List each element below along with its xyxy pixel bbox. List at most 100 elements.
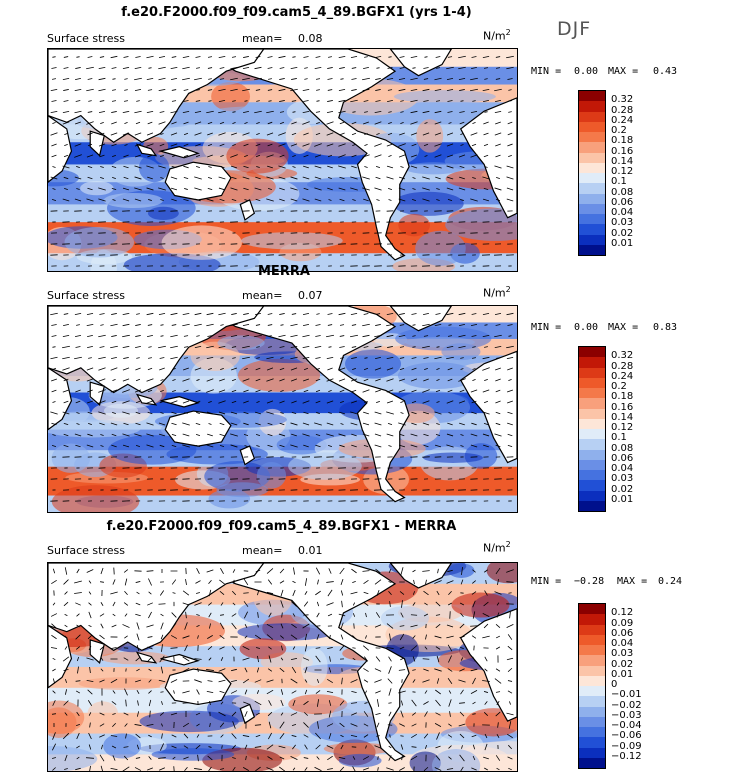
panel-1-min-label: MIN = [531, 66, 562, 77]
panel-2-max-value: 0.83 [653, 322, 678, 333]
colorbar-tick-label: −0.12 [611, 750, 642, 762]
panel-1-mean-label: mean= [242, 32, 283, 45]
panel-2-colorbar [578, 346, 606, 512]
colorbar-tick-label: 0.32 [611, 94, 634, 106]
colorbar-tick-label: 0.01 [611, 668, 634, 680]
colorbar-tick-label: 0.06 [611, 196, 634, 208]
panel-1-title: f.e20.F2000.f09_f09.cam5_4_89.BGFX1 (yrs… [121, 5, 472, 20]
colorbar-tick-label: 0.12 [611, 422, 634, 433]
colorbar-swatch [579, 142, 605, 153]
panel-2-title: MERRA [258, 264, 310, 279]
colorbar-swatch [579, 244, 605, 255]
colorbar-swatch [579, 91, 605, 102]
colorbar-swatch [579, 655, 605, 666]
map-field [48, 49, 517, 271]
panel-1-max-value: 0.43 [653, 66, 678, 77]
colorbar-swatch [579, 706, 605, 717]
colorbar-swatch [579, 152, 605, 163]
panel-2-units: N/m2 [483, 285, 511, 300]
colorbar-tick-label: 0.03 [611, 217, 634, 229]
panel-1-map [47, 48, 518, 272]
colorbar-swatch [579, 224, 605, 235]
colorbar-swatch [579, 234, 605, 245]
colorbar-swatch [579, 408, 605, 419]
colorbar-swatch [579, 624, 605, 635]
colorbar-tick-label: 0.09 [611, 617, 634, 629]
colorbar-swatch [579, 716, 605, 727]
colorbar-swatch [579, 418, 605, 429]
colorbar-swatch [579, 111, 605, 122]
panel-3-map [47, 562, 518, 772]
panel-3-min-label: MIN = [531, 576, 562, 587]
colorbar-tick-label: 0.12 [611, 607, 634, 619]
map-field [48, 306, 517, 512]
colorbar-tick-label: 0.18 [611, 135, 634, 147]
colorbar-swatch [579, 162, 605, 173]
colorbar-tick-label: 0.06 [611, 627, 634, 639]
panel-1-min-value: 0.00 [574, 66, 599, 77]
colorbar-swatch [579, 214, 605, 225]
colorbar-tick-label: 0.2 [611, 381, 627, 392]
colorbar-tick-label: 0.08 [611, 442, 634, 454]
colorbar-swatch [579, 101, 605, 112]
colorbar-swatch [579, 398, 605, 409]
colorbar-tick-label: 0.01 [611, 493, 634, 505]
colorbar-swatch [579, 429, 605, 440]
panel-2-mean-label: mean= [242, 289, 283, 302]
colorbar-tick-label: −0.03 [611, 709, 642, 721]
colorbar-tick-label: −0.06 [611, 730, 642, 742]
colorbar-swatch [579, 377, 605, 388]
panel-3-min-value: −0.28 [574, 576, 605, 587]
colorbar-swatch [579, 173, 605, 184]
colorbar-swatch [579, 121, 605, 132]
colorbar-swatch [579, 665, 605, 676]
colorbar-swatch [579, 132, 605, 143]
colorbar-swatch [579, 183, 605, 194]
colorbar-tick-label: 0.1 [611, 176, 627, 188]
colorbar-tick-label: 0.24 [611, 370, 634, 382]
colorbar-tick-label: 0.1 [611, 432, 627, 444]
colorbar-tick-label: 0 [611, 679, 618, 690]
colorbar-swatch [579, 203, 605, 214]
panel-3-variable: Surface stress [47, 544, 125, 557]
colorbar-swatch [579, 645, 605, 656]
colorbar-swatch [579, 675, 605, 686]
season-label: DJF [557, 18, 592, 40]
colorbar-tick-label: 0.2 [611, 125, 627, 136]
colorbar-tick-label: 0.02 [611, 227, 634, 239]
panel-3-title: f.e20.F2000.f09_f09.cam5_4_89.BGFX1 - ME… [106, 519, 457, 534]
colorbar-tick-label: 0.14 [611, 155, 634, 167]
colorbar-tick-label: 0.18 [611, 391, 634, 403]
colorbar-tick-label: −0.09 [611, 740, 642, 752]
colorbar-tick-label: 0.01 [611, 237, 634, 249]
colorbar-swatch [579, 449, 605, 460]
panel-2-min-label: MIN = [531, 322, 562, 333]
colorbar-swatch [579, 357, 605, 368]
colorbar-swatch [579, 388, 605, 399]
colorbar-swatch [579, 193, 605, 204]
colorbar-tick-label: 0.03 [611, 648, 634, 660]
colorbar-swatch [579, 696, 605, 707]
panel-2-variable: Surface stress [47, 289, 125, 302]
map-field [48, 563, 517, 771]
colorbar-swatch [579, 490, 605, 501]
colorbar-swatch [579, 614, 605, 625]
colorbar-tick-label: 0.28 [611, 360, 634, 372]
panel-2-map [47, 305, 518, 513]
colorbar-tick-label: 0.14 [611, 411, 634, 423]
colorbar-tick-label: 0.03 [611, 473, 634, 485]
panel-1-units: N/m2 [483, 28, 511, 43]
colorbar-swatch [579, 500, 605, 511]
panel-3-units: N/m2 [483, 540, 511, 555]
panel-2-min-value: 0.00 [574, 322, 599, 333]
panel-3-mean-value: 0.01 [298, 544, 323, 557]
colorbar-tick-label: −0.01 [611, 689, 642, 701]
panel-1-colorbar [578, 90, 606, 256]
panel-2-max-label: MAX = [608, 322, 639, 333]
panel-1-mean-value: 0.08 [298, 32, 323, 45]
colorbar-swatch [579, 470, 605, 481]
colorbar-tick-label: 0.16 [611, 401, 634, 413]
colorbar-swatch [579, 634, 605, 645]
colorbar-tick-label: 0.32 [611, 350, 634, 362]
colorbar-swatch [579, 480, 605, 491]
